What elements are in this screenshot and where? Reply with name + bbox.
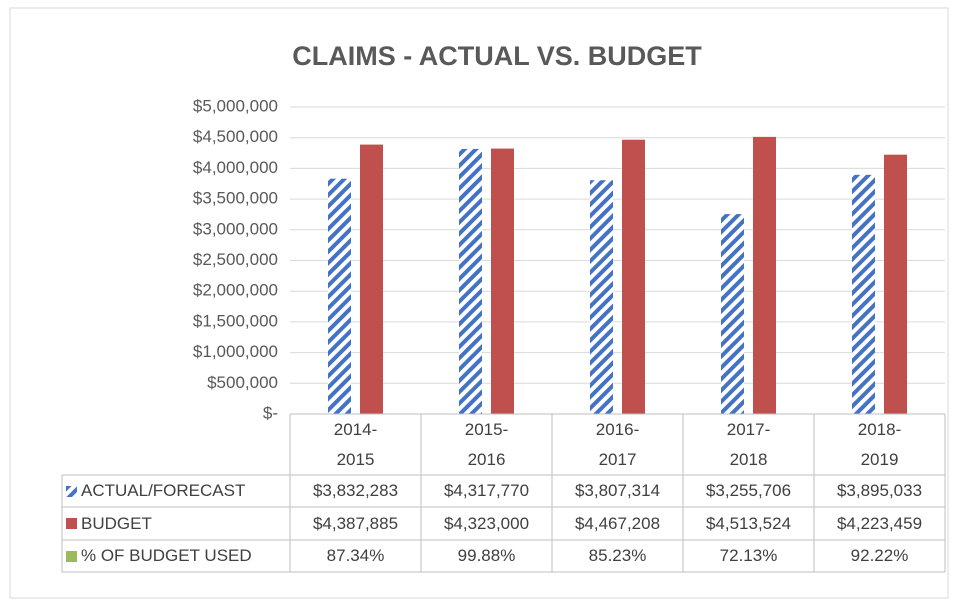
table-value: $4,467,208: [574, 513, 661, 533]
table-value: $4,223,459: [836, 513, 923, 533]
legend-entry: % OF BUDGET USED: [62, 540, 290, 572]
table-value: $4,317,770: [443, 481, 530, 500]
series-name: BUDGET: [81, 513, 152, 533]
table-value: $3,255,706: [705, 481, 792, 500]
legend-swatch: [66, 518, 77, 529]
bar: [884, 154, 907, 414]
y-tick-label: $2,000,000: [193, 281, 278, 300]
category-text: 2015-2016: [464, 419, 509, 469]
series-name: ACTUAL/FORECAST: [81, 481, 246, 500]
y-tick-label: $-: [263, 403, 278, 422]
swatch: [66, 485, 77, 497]
bar: [622, 139, 645, 414]
legend-entry: BUDGET: [62, 507, 290, 540]
bar: [491, 148, 514, 414]
table-value: $4,323,000: [443, 513, 530, 533]
series-name: % OF BUDGET USED: [81, 546, 252, 565]
category-text: 2017-2018: [726, 419, 771, 469]
legend-swatch: [66, 485, 77, 497]
y-tick-label: $3,000,000: [193, 219, 278, 238]
category-label: 2016-2017: [552, 414, 683, 475]
bar: [360, 144, 383, 414]
y-tick-label: $2,500,000: [193, 250, 278, 269]
y-tick-label: $4,000,000: [193, 158, 278, 177]
y-tick-label: $4,500,000: [193, 127, 278, 146]
category-label: 2015-2016: [421, 414, 552, 475]
chart-title: CLAIMS - ACTUAL VS. BUDGET: [292, 41, 702, 71]
bar: [721, 214, 744, 414]
bar: [328, 178, 351, 414]
table-value: 72.13%: [719, 546, 778, 565]
y-tick-label: $1,500,000: [193, 311, 278, 330]
category-label: 2014-2015: [290, 414, 421, 475]
bar: [459, 148, 482, 414]
table-value: 85.23%: [588, 546, 647, 565]
bar: [590, 180, 613, 414]
table-value: $3,895,033: [836, 481, 923, 500]
category-label: 2017-2018: [683, 414, 814, 475]
y-tick-label: $1,000,000: [193, 342, 278, 361]
legend-entry: ACTUAL/FORECAST: [62, 475, 290, 507]
bar: [852, 174, 875, 414]
chart-border: [9, 7, 949, 599]
table-value: 87.34%: [326, 546, 385, 565]
category-text: 2016-2017: [595, 419, 640, 469]
y-tick-label: $3,500,000: [193, 189, 278, 208]
category-text: 2014-2015: [333, 419, 378, 469]
table-value: $4,387,885: [312, 513, 399, 533]
bar: [753, 136, 776, 414]
table-value: $4,513,524: [705, 513, 792, 533]
swatch: [66, 550, 77, 562]
y-tick-label: $500,000: [207, 373, 278, 392]
table-value: 99.88%: [457, 546, 516, 565]
legend-swatch: [66, 550, 77, 562]
category-text: 2018-2019: [857, 419, 902, 469]
table-value: $3,807,314: [574, 481, 661, 500]
table-value: $3,832,283: [312, 481, 399, 500]
y-tick-label: $5,000,000: [193, 96, 278, 115]
swatch: [66, 518, 77, 529]
table-value: 92.22%: [850, 546, 909, 565]
category-label: 2018-2019: [814, 414, 945, 475]
